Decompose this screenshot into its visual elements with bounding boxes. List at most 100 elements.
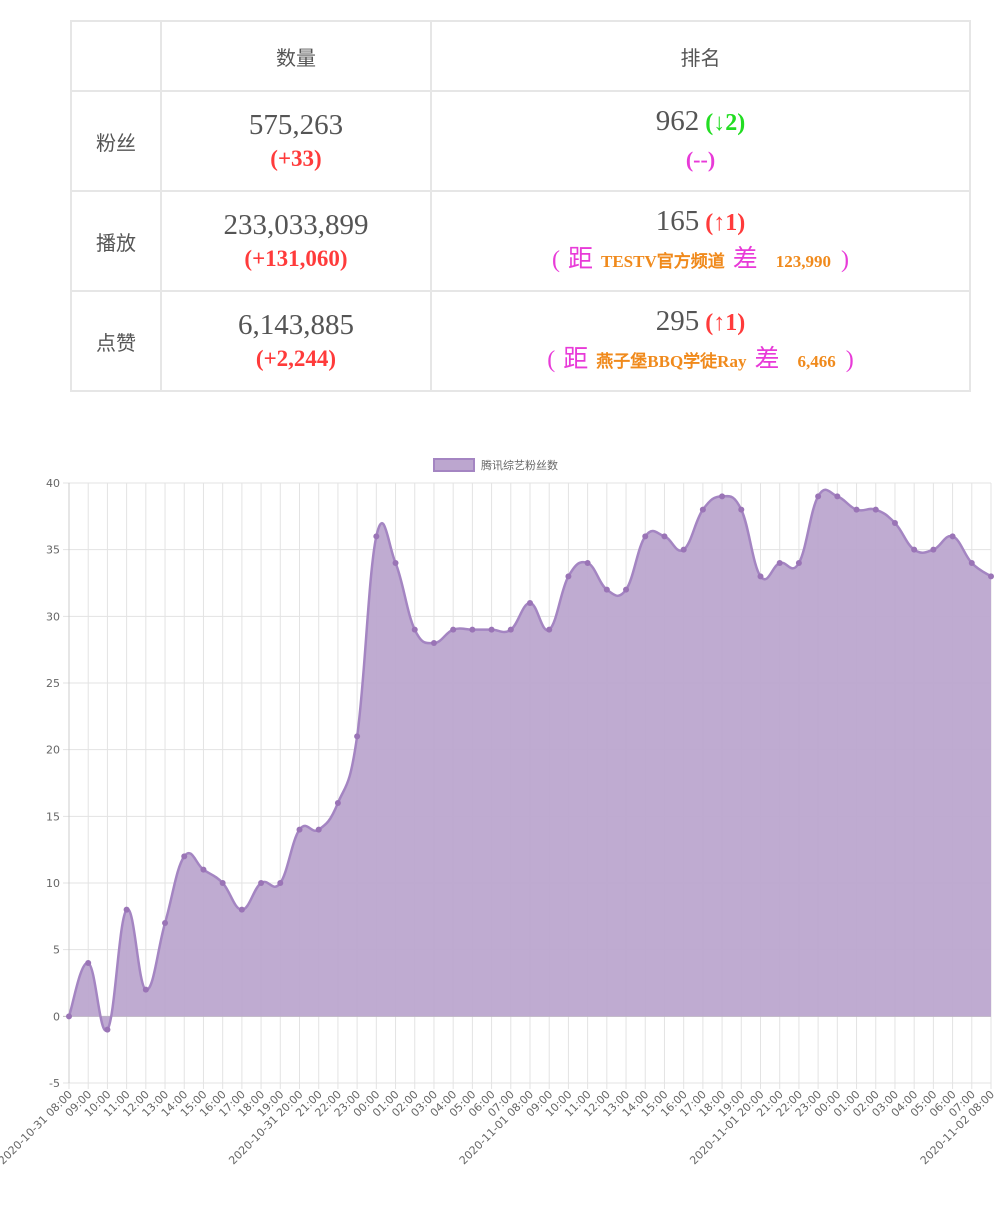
- quantity-value: 233,033,899: [223, 209, 369, 241]
- y-tick-label: 35: [46, 544, 60, 557]
- rank-change-down: (↓2): [705, 109, 746, 136]
- quantity-delta: (+131,060): [244, 246, 348, 271]
- data-point: [430, 640, 437, 646]
- data-point: [354, 733, 361, 740]
- data-point: [488, 626, 495, 633]
- data-point: [661, 533, 668, 540]
- rank-line: 295 (↑1): [432, 302, 969, 342]
- data-point: [450, 626, 457, 633]
- rank-value: 962: [655, 104, 700, 137]
- data-point: [527, 600, 533, 606]
- data-point: [507, 626, 514, 633]
- gap-line: ( 距 TESTV官方频道差 123,990): [432, 242, 969, 281]
- gap-close-paren: ): [841, 246, 850, 273]
- y-tick-label: 5: [53, 944, 60, 957]
- data-point: [872, 506, 879, 513]
- header-blank: [70, 20, 162, 92]
- data-point: [680, 546, 687, 553]
- gap-open-paren: (: [547, 346, 556, 373]
- data-point: [795, 560, 802, 566]
- quantity-delta: (+33): [270, 146, 322, 171]
- rank-change-up: (↑1): [705, 309, 746, 336]
- x-tick-label: 2020-10-31 08:00: [0, 1088, 75, 1167]
- data-point: [988, 573, 994, 580]
- stats-table: 数量 排名 粉丝 575,263 (+33) 962 (↓2) (--) 播放 2…: [70, 20, 971, 392]
- fans-area-chart: 腾讯综艺粉丝数 -5 0 5 10 15 20 25 30 35 40 2020-10-31 08:0…: [0, 458, 997, 1167]
- rank-cell: 295 (↑1) ( 距燕子堡BBQ学徒Ray 差 6,466): [430, 290, 971, 392]
- data-point: [238, 906, 245, 913]
- data-point: [699, 506, 706, 513]
- data-point: [162, 920, 169, 926]
- data-point: [277, 880, 284, 886]
- data-point: [815, 493, 822, 500]
- data-point: [834, 493, 841, 500]
- y-tick-label: 40: [46, 477, 60, 490]
- gap-close-paren: ): [845, 346, 854, 373]
- table-row-likes: 点赞 6,143,885 (+2,244) 295 (↑1) ( 距燕子堡BBQ学徒…: [70, 290, 971, 392]
- rank-value: 165: [655, 204, 700, 237]
- data-point: [911, 546, 918, 553]
- data-point: [85, 960, 92, 966]
- y-tick-label: -5: [49, 1077, 60, 1090]
- data-point: [584, 560, 591, 566]
- data-point: [719, 493, 726, 500]
- quantity-delta: (+2,244): [255, 346, 337, 371]
- header-rank: 排名: [430, 20, 971, 92]
- data-point: [853, 506, 860, 513]
- rank-line: 962 (↓2): [432, 102, 969, 142]
- data-point: [891, 520, 898, 526]
- rank-value: 295: [655, 304, 700, 337]
- quantity-value: 575,263: [248, 109, 344, 141]
- data-point: [296, 826, 303, 833]
- data-point: [200, 866, 207, 873]
- rank-cell: 962 (↓2) (--): [430, 90, 971, 192]
- gap-word-diff: 差: [732, 245, 758, 273]
- data-point: [738, 506, 745, 513]
- quantity-cell: 575,263 (+33): [160, 90, 432, 192]
- rank-change-up: (↑1): [705, 209, 746, 236]
- gap-word-distance: 距: [567, 245, 593, 273]
- data-point: [565, 573, 572, 580]
- data-point: [181, 853, 188, 860]
- gap-channel-name: TESTV官方频道: [601, 251, 725, 271]
- rank-line: 165 (↑1): [432, 202, 969, 242]
- header-quantity: 数量: [160, 20, 432, 92]
- table-row-fans: 粉丝 575,263 (+33) 962 (↓2) (--): [70, 90, 971, 192]
- row-label: 播放: [70, 190, 162, 292]
- data-point: [104, 1026, 111, 1033]
- gap-open-paren: (: [551, 246, 560, 273]
- data-point: [373, 533, 380, 540]
- gap-number: 6,466: [797, 351, 836, 371]
- data-point: [123, 906, 130, 913]
- data-points: [66, 493, 994, 1033]
- y-tick-label: 10: [46, 877, 60, 890]
- series-area: [69, 489, 991, 1031]
- gap-word-diff: 差: [754, 345, 780, 373]
- data-point: [930, 546, 937, 553]
- row-label: 点赞: [70, 290, 162, 392]
- quantity-cell: 233,033,899 (+131,060): [160, 190, 432, 292]
- y-tick-label: 25: [46, 677, 60, 690]
- gap-number: 123,990: [775, 251, 832, 271]
- gap-word-distance: 距: [563, 345, 589, 373]
- data-point: [392, 560, 399, 566]
- data-point: [603, 586, 610, 593]
- gap-channel-name: 燕子堡BBQ学徒Ray: [596, 351, 747, 371]
- y-tick-label: 20: [46, 744, 60, 757]
- gap-none: (--): [685, 146, 716, 172]
- data-point: [411, 626, 418, 633]
- data-point: [142, 986, 149, 993]
- table-header-row: 数量 排名: [70, 20, 971, 92]
- legend-swatch: [433, 458, 475, 472]
- data-point: [623, 586, 630, 593]
- data-point: [315, 826, 322, 833]
- data-point: [219, 880, 226, 886]
- data-point: [66, 1013, 72, 1020]
- row-label: 粉丝: [70, 90, 162, 192]
- quantity-cell: 6,143,885 (+2,244): [160, 290, 432, 392]
- gap-line: ( 距燕子堡BBQ学徒Ray 差 6,466): [432, 342, 969, 381]
- data-point: [968, 560, 975, 566]
- y-tick-label: 15: [46, 810, 60, 823]
- gap-line: (--): [432, 142, 969, 181]
- data-point: [949, 533, 956, 540]
